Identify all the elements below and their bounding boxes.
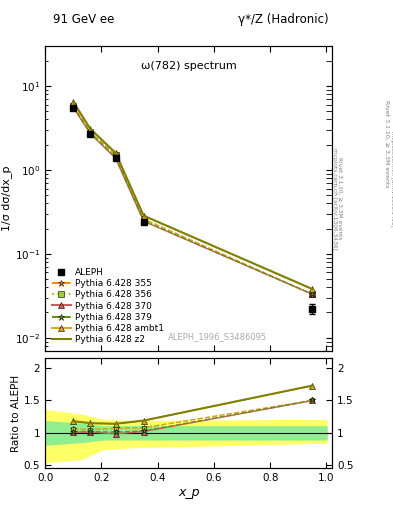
Text: ω(782) spectrum: ω(782) spectrum bbox=[141, 61, 237, 71]
Text: γ*/Z (Hadronic): γ*/Z (Hadronic) bbox=[237, 13, 328, 26]
Text: mcplots.cern.ch [arXiv:1306.3436]: mcplots.cern.ch [arXiv:1306.3436] bbox=[390, 132, 393, 227]
Text: 91 GeV ee: 91 GeV ee bbox=[53, 13, 114, 26]
Y-axis label: Rivet 3.1.10, ≥ 3.3M events
mcplots.cern.ch [arXiv:1306.3436]: Rivet 3.1.10, ≥ 3.3M events mcplots.cern… bbox=[332, 147, 343, 249]
X-axis label: x_p: x_p bbox=[178, 486, 199, 499]
Text: Rivet 3.1.10, ≥ 3.3M events: Rivet 3.1.10, ≥ 3.3M events bbox=[385, 99, 389, 187]
Legend: ALEPH, Pythia 6.428 355, Pythia 6.428 356, Pythia 6.428 370, Pythia 6.428 379, P: ALEPH, Pythia 6.428 355, Pythia 6.428 35… bbox=[50, 266, 166, 346]
Y-axis label: Ratio to ALEPH: Ratio to ALEPH bbox=[11, 375, 21, 452]
Y-axis label: 1/σ dσ/dx_p: 1/σ dσ/dx_p bbox=[1, 166, 12, 231]
Text: ALEPH_1996_S3486095: ALEPH_1996_S3486095 bbox=[168, 333, 267, 342]
